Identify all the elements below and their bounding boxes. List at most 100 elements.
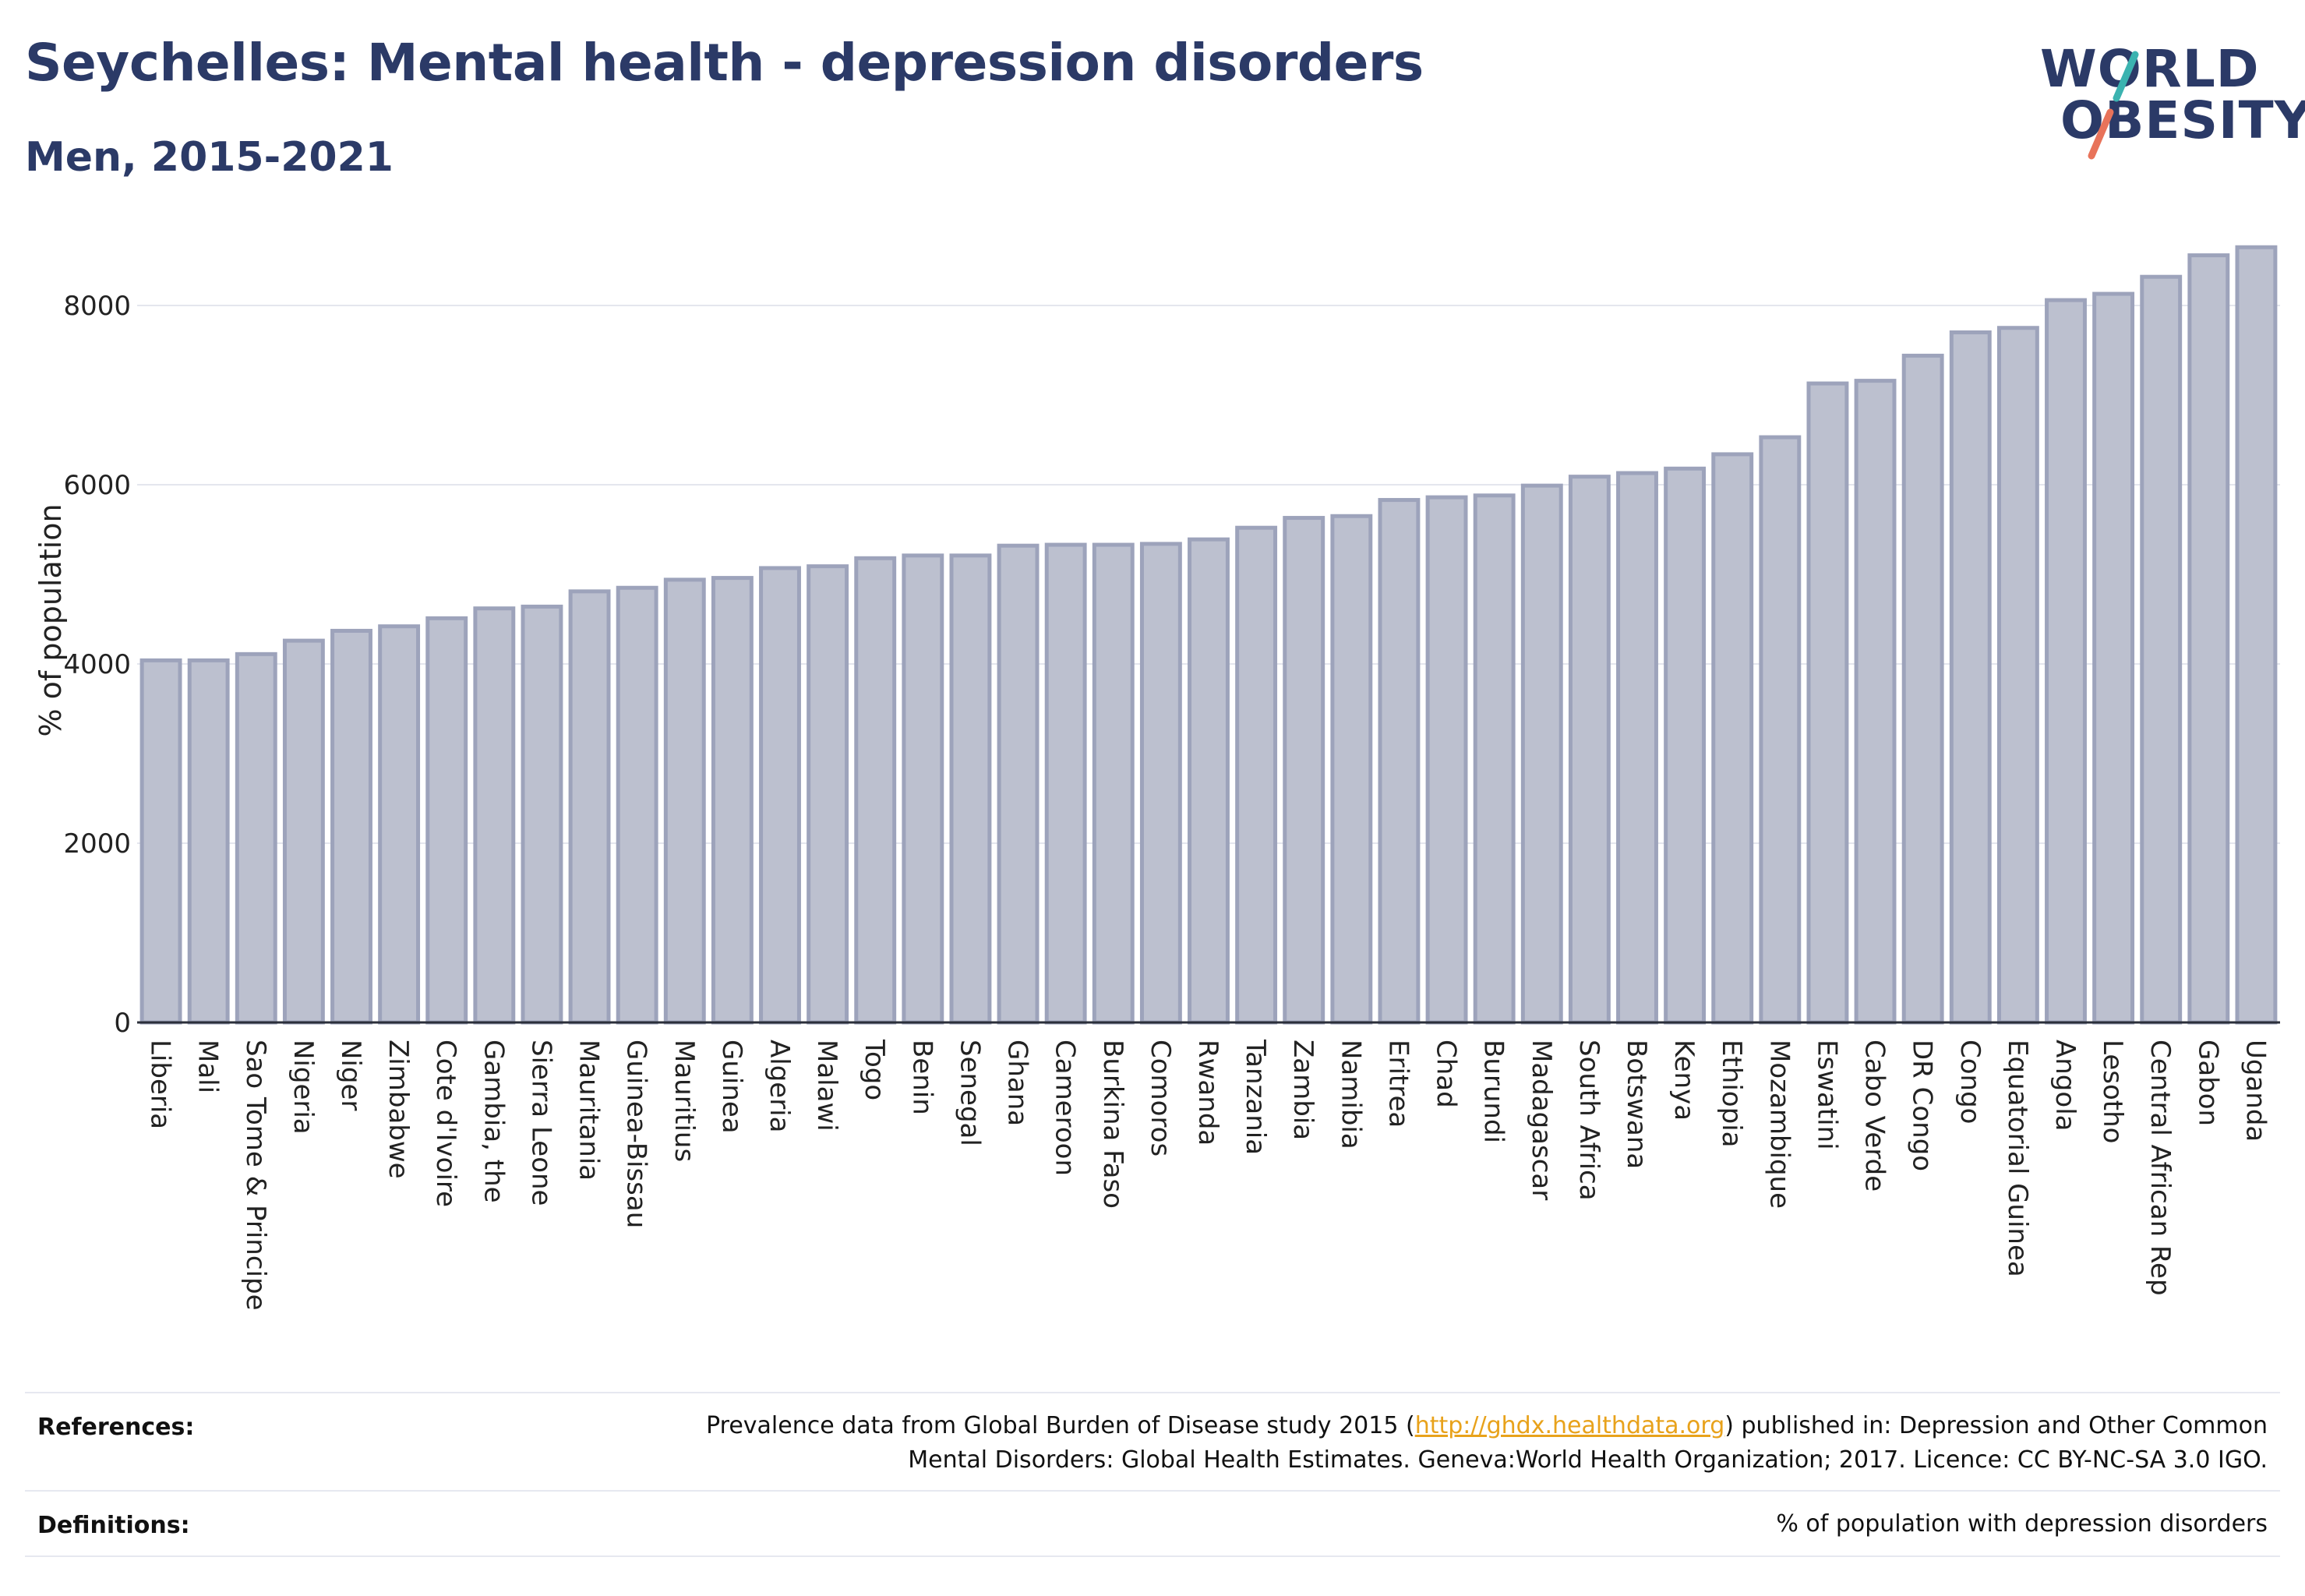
bar <box>807 564 849 1025</box>
x-tick-label: Malawi <box>811 1040 842 1132</box>
y-axis-ticks: 0 2000 4000 6000 8000 <box>63 291 131 1039</box>
x-tick-label: Lesotho <box>2097 1040 2128 1143</box>
x-tick-label: Uganda <box>2240 1040 2271 1142</box>
references-label: References: <box>37 1414 195 1441</box>
bar <box>521 604 563 1025</box>
bar <box>1854 379 1897 1025</box>
x-tick-label: Cabo Verde <box>1859 1040 1890 1192</box>
footer-bottom-rule <box>25 1555 2280 1557</box>
x-tick-label: Botswana <box>1621 1040 1652 1169</box>
x-tick-label: Niger <box>335 1040 366 1110</box>
definitions-row: Definitions: % of population with depres… <box>25 1490 2280 1557</box>
bar <box>711 576 754 1025</box>
x-tick-label: Kenya <box>1668 1040 1700 1121</box>
bar <box>616 585 658 1025</box>
references-text-part-1: Prevalence data from Global Burden of Di… <box>706 1412 1415 1439</box>
bar <box>2092 291 2135 1025</box>
bar <box>330 628 372 1025</box>
bar <box>139 658 182 1025</box>
references-line-1: Prevalence data from Global Burden of Di… <box>706 1409 2268 1443</box>
bar <box>1664 466 1707 1025</box>
x-tick-label: DR Congo <box>1907 1040 1938 1171</box>
x-tick-label: Congo <box>1954 1040 1986 1124</box>
bar <box>235 651 277 1025</box>
chart-title: Seychelles: Mental health - depression d… <box>25 33 1424 93</box>
x-tick-label: Namibia <box>1335 1040 1366 1149</box>
bar <box>1378 498 1421 1025</box>
y-tick-label: 8000 <box>63 291 131 322</box>
bar <box>1188 537 1230 1025</box>
x-tick-label: Togo <box>859 1039 890 1100</box>
x-tick-label: Mauritius <box>669 1040 700 1162</box>
references-text: Prevalence data from Global Burden of Di… <box>706 1409 2268 1478</box>
x-tick-label: Nigeria <box>288 1040 319 1135</box>
bar <box>1235 525 1278 1025</box>
x-tick-label: Zimbabwe <box>383 1040 414 1179</box>
references-line-2: Mental Disorders: Global Health Estimate… <box>908 1446 2268 1474</box>
x-tick-label: Mozambique <box>1763 1040 1795 1209</box>
x-tick-label: Guinea-Bissau <box>621 1040 652 1228</box>
bar <box>1139 542 1182 1025</box>
x-tick-label: Benin <box>906 1040 937 1115</box>
y-tick-label: 6000 <box>63 470 131 501</box>
x-tick-label: Burkina Faso <box>1097 1040 1128 1209</box>
x-tick-label: Burundi <box>1478 1040 1509 1143</box>
bar <box>1568 475 1611 1025</box>
references-link[interactable]: http://ghdx.healthdata.org <box>1414 1412 1725 1439</box>
x-axis-labels: Liberia Mali Sao Tome & Principe Nigeria Nig… <box>145 1039 2271 1311</box>
x-tick-label: Angola <box>2049 1040 2081 1131</box>
bar <box>1711 452 1754 1025</box>
bar-chart: 0 2000 4000 6000 8000 Liberia Mali Sao Tome & … <box>34 245 2280 1311</box>
bar <box>187 658 230 1025</box>
y-tick-label: 0 <box>114 1008 131 1039</box>
y-tick-label: 2000 <box>63 828 131 860</box>
x-tick-label: Comoros <box>1145 1040 1176 1156</box>
x-tick-label: Ghana <box>1002 1040 1033 1126</box>
x-tick-label: Tanzania <box>1240 1039 1271 1155</box>
bar <box>2140 274 2183 1025</box>
bar <box>473 606 516 1025</box>
definitions-label: Definitions: <box>37 1512 190 1539</box>
bar <box>1806 381 1849 1025</box>
bar <box>282 638 325 1025</box>
x-tick-label: Guinea <box>716 1040 747 1134</box>
x-tick-label: Zambia <box>1287 1040 1318 1140</box>
bar <box>1996 326 2039 1025</box>
definitions-text: % of population with depression disorder… <box>1776 1510 2268 1538</box>
x-tick-label: Gambia, the <box>478 1040 509 1203</box>
bar <box>1901 353 1944 1025</box>
bar <box>1044 542 1087 1025</box>
x-tick-label: Cameroon <box>1050 1040 1081 1176</box>
bar <box>759 566 801 1025</box>
x-tick-label: Mauritania <box>574 1040 605 1181</box>
bar <box>997 543 1040 1025</box>
x-tick-label: Madagascar <box>1526 1040 1557 1200</box>
x-tick-label: Gabon <box>2192 1040 2223 1126</box>
world-obesity-logo: WORLD OBESITY <box>2026 31 2305 171</box>
bar <box>1330 514 1373 1025</box>
bar <box>949 553 992 1025</box>
bar <box>378 624 421 1025</box>
x-tick-label: Senegal <box>954 1040 985 1146</box>
x-tick-label: Cote d'Ivoire <box>430 1040 461 1207</box>
bar <box>1616 471 1658 1025</box>
bar <box>2187 253 2230 1025</box>
x-tick-label: Equatorial Guinea <box>2002 1040 2033 1277</box>
logo-world-text: WORLD <box>2040 39 2260 99</box>
bar <box>1473 493 1516 1025</box>
bar <box>1092 542 1135 1025</box>
bar <box>2235 245 2278 1025</box>
x-tick-label: Central African Rep <box>2144 1040 2176 1296</box>
x-tick-label: Eswatini <box>1811 1040 1842 1150</box>
x-tick-label: Rwanda <box>1192 1040 1223 1146</box>
x-tick-label: Sierra Leone <box>525 1040 556 1206</box>
bar <box>1283 516 1325 1025</box>
y-tick-label: 4000 <box>63 649 131 680</box>
logo-slash-icon <box>2088 51 2139 160</box>
references-text-part-2: ) published in: Depression and Other Com… <box>1724 1412 2268 1439</box>
bar <box>854 556 897 1025</box>
bar <box>1425 495 1468 1025</box>
chart-subtitle: Men, 2015-2021 <box>25 134 394 181</box>
bar <box>568 589 611 1025</box>
bar <box>1520 483 1563 1025</box>
